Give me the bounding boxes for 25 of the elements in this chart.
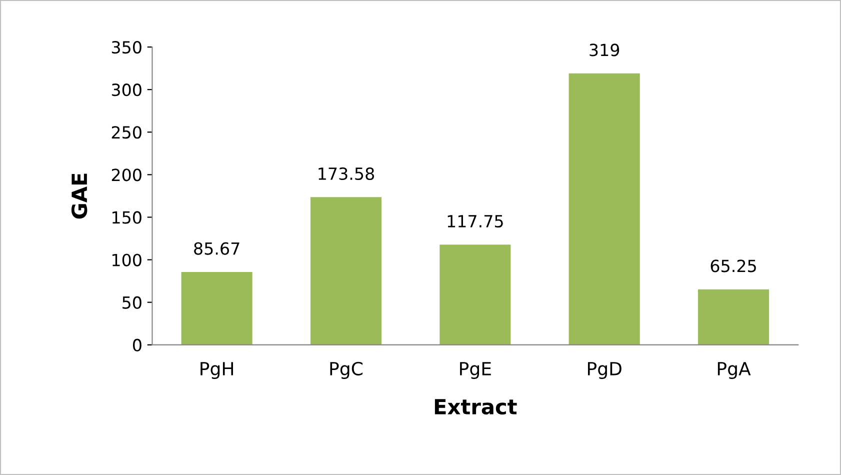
y-tick-label: 150 xyxy=(112,211,142,224)
bar xyxy=(440,244,511,345)
x-tick-label: PgA xyxy=(718,362,751,379)
data-label: 319 xyxy=(590,44,620,56)
x-tick-label: PgH xyxy=(200,362,233,379)
x-axis-title: Extract xyxy=(434,399,517,415)
y-tick-label: 50 xyxy=(122,296,142,309)
data-label: 65.25 xyxy=(710,260,756,272)
bar xyxy=(310,197,382,345)
data-label: 173.58 xyxy=(318,167,374,180)
bar xyxy=(698,289,770,345)
y-tick-label: 300 xyxy=(112,84,142,96)
y-axis-title: GAE xyxy=(71,174,88,219)
y-tick-label: 100 xyxy=(112,254,142,266)
x-tick-label: PgC xyxy=(330,362,362,379)
data-label: 85.67 xyxy=(194,242,240,255)
y-tick-label: 0 xyxy=(132,338,142,352)
bar xyxy=(181,272,252,345)
bar xyxy=(568,73,640,345)
data-label: 117.75 xyxy=(448,215,503,228)
y-tick-label: 250 xyxy=(112,126,142,139)
y-tick-label: 350 xyxy=(112,40,142,54)
x-tick-label: PgD xyxy=(588,362,622,379)
y-tick-label: 200 xyxy=(112,168,142,182)
x-tick-label: PgE xyxy=(460,362,491,379)
